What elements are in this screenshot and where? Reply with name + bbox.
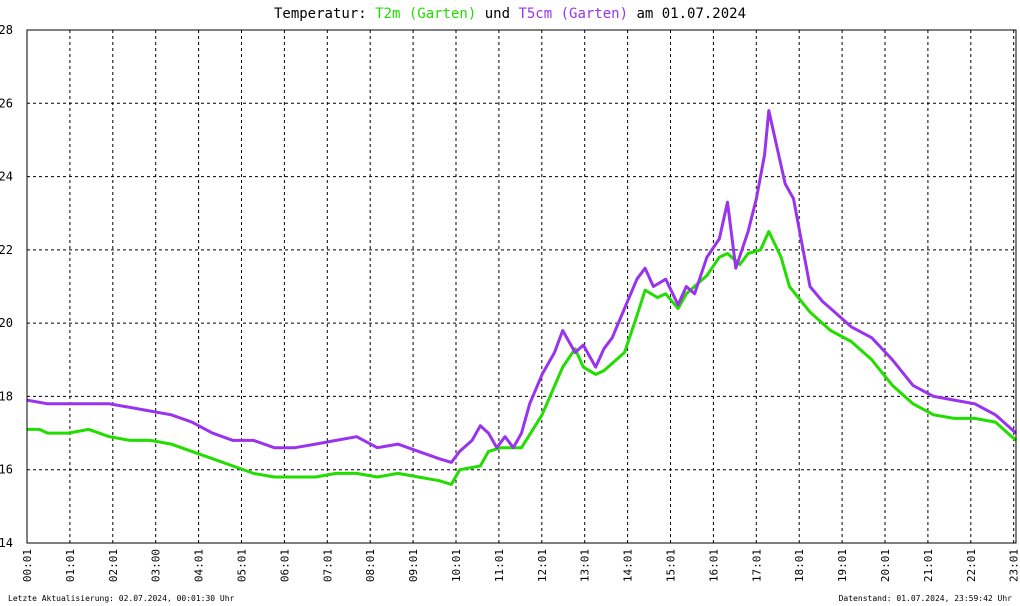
x-tick-label: 10:01 (450, 549, 463, 582)
y-tick-label: 18 (0, 389, 13, 403)
x-tick-label: 02:01 (107, 549, 120, 582)
y-tick-label: 24 (0, 170, 13, 184)
x-tick-label: 08:01 (364, 549, 377, 582)
footer-data-status: Datenstand: 01.07.2024, 23:59:42 Uhr (839, 594, 1013, 603)
x-tick-label: 12:01 (536, 549, 549, 582)
x-tick-label: 15:01 (665, 549, 678, 582)
series-line-t2m (27, 230, 1017, 486)
grid (27, 30, 1016, 543)
x-tick-label: 13:01 (579, 549, 592, 582)
x-tick-label: 07:01 (321, 549, 334, 582)
x-tick-label: 01:01 (64, 549, 77, 582)
footer-last-update: Letzte Aktualisierung: 02.07.2024, 00:01… (8, 594, 235, 603)
x-tick-label: 09:01 (407, 549, 420, 582)
y-tick-label: 22 (0, 243, 13, 257)
x-tick-label: 11:01 (493, 549, 506, 582)
title-middle: und (476, 6, 518, 22)
plot-frame (26, 29, 1017, 544)
x-tick-label: 23:01 (1008, 549, 1020, 582)
title-series-t2m: T2m (Garten) (375, 6, 476, 22)
x-tick-label: 14:01 (622, 549, 635, 582)
title-suffix: am 01.07.2024 (628, 6, 746, 22)
x-tick-label: 22:01 (965, 549, 978, 582)
x-tick-label: 05:01 (236, 549, 249, 582)
y-tick-label: 28 (0, 23, 13, 37)
x-tick-label: 20:01 (879, 549, 892, 582)
series-layer (26, 109, 1017, 486)
y-tick-label: 16 (0, 463, 13, 477)
chart-title: Temperatur: T2m (Garten) und T5cm (Garte… (274, 6, 746, 22)
title-prefix: Temperatur: (274, 6, 375, 22)
x-tick-label: 03:00 (150, 549, 163, 582)
series-line-t5cm (26, 109, 1017, 464)
x-tick-label: 17:01 (750, 549, 763, 582)
x-tick-label: 00:01 (21, 549, 34, 582)
x-tick-label: 04:01 (193, 549, 206, 582)
y-tick-label: 14 (0, 536, 13, 550)
y-tick-label: 26 (0, 96, 13, 110)
x-tick-label: 21:01 (922, 549, 935, 582)
x-tick-label: 18:01 (793, 549, 806, 582)
title-series-t5cm: T5cm (Garten) (518, 6, 628, 22)
x-tick-label: 16:01 (707, 549, 720, 582)
x-tick-label: 19:01 (836, 549, 849, 582)
x-tick-label: 06:01 (278, 549, 291, 582)
y-tick-label: 20 (0, 316, 13, 330)
x-axis: 00:01 01:01 02:01 03:00 04:01 05:01 06:01 07:01… (21, 549, 1020, 582)
y-axis: 14 16 18 20 22 24 26 28 (0, 23, 13, 550)
